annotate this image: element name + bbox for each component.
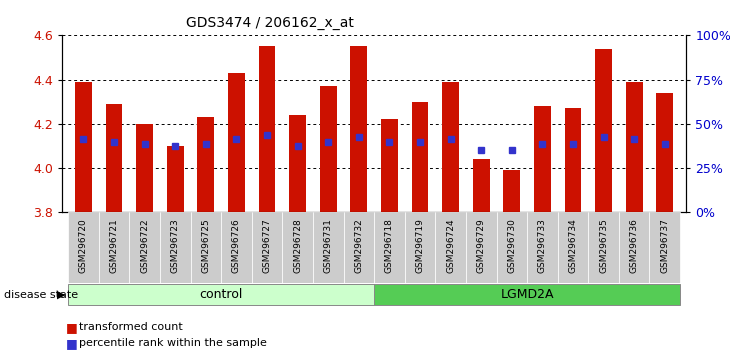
Bar	[320, 86, 337, 212]
Bar	[381, 119, 398, 212]
Text: ■: ■	[66, 321, 77, 334]
Bar	[228, 73, 245, 212]
Text: control: control	[199, 288, 243, 301]
Bar	[534, 106, 551, 212]
Text: GSM296732: GSM296732	[354, 218, 364, 273]
Text: GSM296723: GSM296723	[171, 218, 180, 273]
Text: GSM296724: GSM296724	[446, 218, 455, 273]
Bar	[106, 104, 123, 212]
Text: GSM296718: GSM296718	[385, 218, 394, 273]
Bar	[626, 82, 642, 212]
Bar	[137, 124, 153, 212]
Text: GSM296733: GSM296733	[538, 218, 547, 273]
Bar	[435, 212, 466, 283]
Bar	[283, 212, 313, 283]
Text: GSM296731: GSM296731	[323, 218, 333, 273]
Bar	[650, 212, 680, 283]
Text: GSM296737: GSM296737	[660, 218, 669, 273]
Bar	[412, 102, 429, 212]
Bar	[258, 46, 275, 212]
Bar	[350, 46, 367, 212]
Text: ■: ■	[66, 337, 77, 350]
Text: ▶: ▶	[57, 290, 66, 299]
Text: GSM296728: GSM296728	[293, 218, 302, 273]
Text: GSM296727: GSM296727	[263, 218, 272, 273]
Bar	[252, 212, 283, 283]
Text: GDS3474 / 206162_x_at: GDS3474 / 206162_x_at	[186, 16, 354, 30]
Bar	[595, 48, 612, 212]
Text: GSM296725: GSM296725	[201, 218, 210, 273]
Bar	[75, 82, 92, 212]
Text: transformed count: transformed count	[79, 322, 182, 332]
Bar	[473, 159, 490, 212]
Bar	[527, 212, 558, 283]
Bar	[496, 212, 527, 283]
Text: GSM296729: GSM296729	[477, 218, 485, 273]
Text: GSM296722: GSM296722	[140, 218, 149, 273]
Text: GSM296734: GSM296734	[569, 218, 577, 273]
Bar	[656, 93, 673, 212]
Bar	[167, 146, 184, 212]
Bar	[619, 212, 650, 283]
Bar	[374, 284, 680, 305]
Bar	[374, 212, 404, 283]
Bar	[221, 212, 252, 283]
Text: GSM296736: GSM296736	[630, 218, 639, 273]
Bar	[68, 212, 99, 283]
Text: GSM296720: GSM296720	[79, 218, 88, 273]
Text: GSM296735: GSM296735	[599, 218, 608, 273]
Bar	[442, 82, 459, 212]
Text: LGMD2A: LGMD2A	[500, 288, 554, 301]
Bar	[313, 212, 344, 283]
Bar	[504, 170, 520, 212]
Bar	[197, 117, 215, 212]
Text: disease state: disease state	[4, 290, 78, 299]
Bar	[344, 212, 374, 283]
Bar	[68, 284, 374, 305]
Bar	[588, 212, 619, 283]
Bar	[289, 115, 306, 212]
Bar	[160, 212, 191, 283]
Text: GSM296721: GSM296721	[110, 218, 118, 273]
Text: percentile rank within the sample: percentile rank within the sample	[79, 338, 266, 348]
Text: GSM296726: GSM296726	[232, 218, 241, 273]
Bar	[466, 212, 496, 283]
Text: GSM296730: GSM296730	[507, 218, 516, 273]
Bar	[129, 212, 160, 283]
Text: GSM296719: GSM296719	[415, 218, 425, 273]
Bar	[191, 212, 221, 283]
Bar	[404, 212, 435, 283]
Bar	[558, 212, 588, 283]
Bar	[564, 108, 581, 212]
Bar	[99, 212, 129, 283]
